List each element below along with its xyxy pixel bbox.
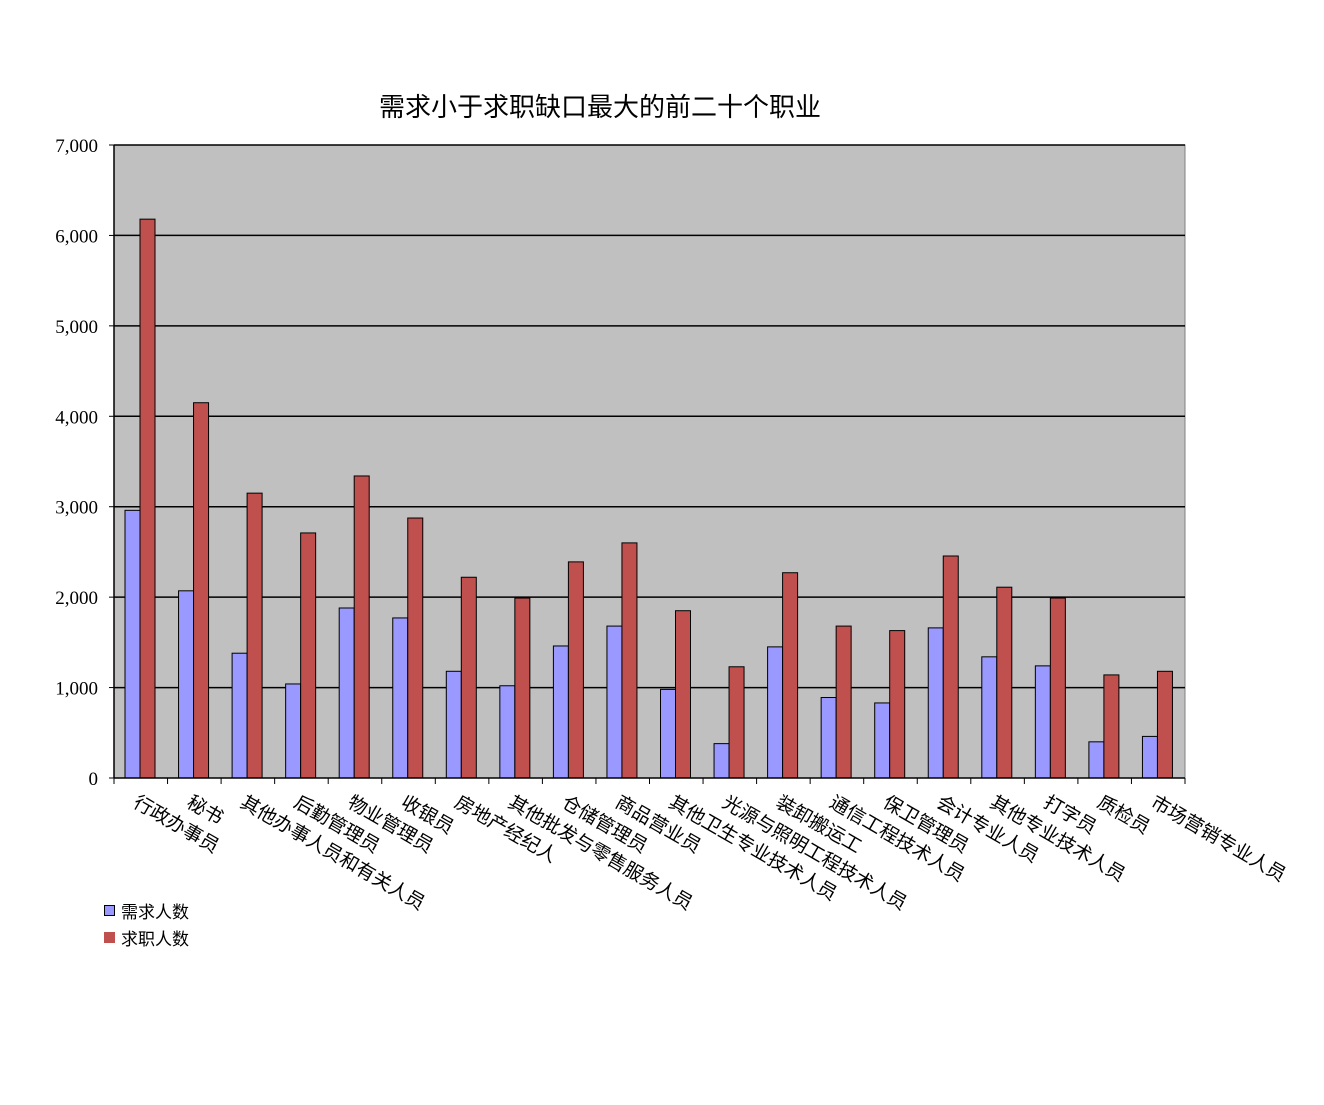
bar-applicants <box>621 542 638 779</box>
bar-demand <box>874 702 891 779</box>
bar-applicants <box>889 630 906 779</box>
y-tick-label: 4,000 <box>55 407 98 428</box>
bar-demand <box>338 607 355 779</box>
y-tick-label: 0 <box>89 769 99 790</box>
bar-applicants <box>835 625 852 779</box>
bar-applicants <box>942 555 959 779</box>
y-tick-label: 1,000 <box>55 679 98 700</box>
bar-applicants <box>567 561 584 779</box>
bar-demand <box>392 617 409 779</box>
bar-applicants <box>460 576 477 779</box>
bar-applicants <box>193 402 210 779</box>
bar-demand <box>767 646 784 779</box>
bar-demand <box>820 697 837 779</box>
bar-applicants <box>139 218 156 779</box>
legend-swatch-applicants <box>104 932 115 943</box>
bar-applicants <box>675 610 691 779</box>
x-tick-label: 质检员 <box>1093 791 1153 839</box>
legend-label-applicants: 求职人数 <box>121 930 189 949</box>
bar-applicants <box>300 532 317 779</box>
legend-item-applicants: 求职人数 <box>104 925 189 950</box>
bar-applicants <box>1103 674 1120 779</box>
legend-item-demand: 需求人数 <box>104 898 189 923</box>
bar-applicants <box>407 517 424 779</box>
bar-demand <box>1088 741 1105 779</box>
bar-demand <box>445 670 462 779</box>
bar-applicants <box>782 572 799 779</box>
bar-demand <box>660 688 676 779</box>
legend-swatch-demand <box>104 905 115 916</box>
y-tick-label: 6,000 <box>55 226 98 247</box>
bar-demand <box>1141 735 1158 779</box>
bar-demand <box>552 645 569 779</box>
bar-demand <box>713 743 730 779</box>
y-tick-label: 3,000 <box>55 498 98 519</box>
bar-demand <box>927 627 944 779</box>
bar-demand <box>231 652 248 779</box>
bar-applicants <box>996 586 1013 779</box>
y-tick-label: 7,000 <box>55 136 98 157</box>
bar-demand <box>178 590 195 779</box>
y-tick-label: 2,000 <box>55 588 98 609</box>
plot-area <box>113 144 1186 779</box>
bar-demand <box>981 656 998 779</box>
bar-applicants <box>246 492 263 779</box>
bar-demand <box>606 625 623 779</box>
bar-applicants <box>1156 670 1173 779</box>
y-tick-label: 5,000 <box>55 317 98 338</box>
bar-applicants <box>353 475 370 779</box>
bar-demand <box>1034 665 1051 779</box>
bar-applicants <box>728 666 745 779</box>
legend-label-demand: 需求人数 <box>121 903 189 922</box>
bar-applicants <box>1049 597 1066 779</box>
bar-demand <box>285 683 302 779</box>
chart-title: 需求小于求职缺口最大的前二十个职业 <box>379 93 821 122</box>
x-tick-label: 市场营销专业人员 <box>1147 791 1290 886</box>
bar-demand <box>124 509 141 779</box>
bar-demand <box>499 685 516 779</box>
bar-applicants <box>514 597 531 779</box>
